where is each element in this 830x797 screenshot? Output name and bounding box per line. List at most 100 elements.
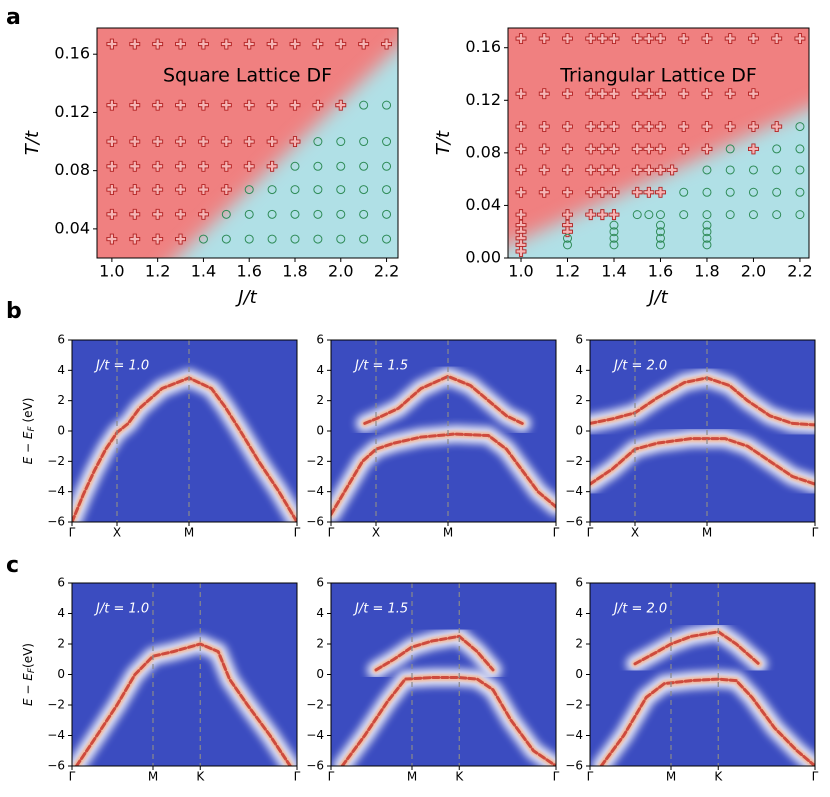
marker-circle [382, 161, 392, 171]
marker-cross [515, 88, 527, 100]
marker-cross [747, 143, 759, 155]
annotation: J/t = 2.0 [611, 359, 667, 374]
marker-circle [748, 187, 758, 197]
marker-circle [609, 220, 619, 230]
marker-cross [106, 233, 118, 245]
marker-cross [538, 33, 550, 44]
marker-cross [701, 33, 713, 44]
plot-area [72, 340, 297, 522]
marker-circle [702, 165, 712, 175]
marker-cross [585, 164, 597, 176]
marker-cross [562, 121, 573, 133]
marker-cross [655, 33, 666, 44]
marker-cross [515, 121, 527, 133]
annotation: J/t = 1.0 [93, 359, 149, 374]
x-tick-label: M [443, 526, 453, 540]
marker-cross [655, 88, 666, 100]
marker-cross [515, 245, 527, 257]
y-tick-label: −4 [565, 484, 583, 498]
marker-cross [197, 184, 209, 196]
marker-cross [289, 136, 301, 147]
plot-frame [96, 27, 399, 259]
marker-cross [608, 143, 620, 155]
marker-circle [702, 187, 712, 197]
marker-circle [336, 185, 346, 195]
marker-cross [596, 164, 608, 176]
marker-cross [608, 88, 620, 100]
y-axis-label-sub: F [27, 426, 37, 432]
marker-cross [747, 33, 759, 44]
marker-cross [197, 136, 209, 147]
y-tick-label: 0.04 [54, 218, 90, 237]
y-tick-label: −4 [565, 728, 583, 742]
marker-cross [152, 184, 164, 196]
y-tick-label: 4 [57, 606, 65, 620]
marker-cross [220, 99, 232, 111]
marker-cross [771, 121, 783, 133]
marker-circle [632, 210, 642, 220]
marker-cross [106, 99, 118, 111]
marker-cross [175, 233, 186, 245]
marker-cross [562, 186, 573, 198]
y-tick-label: 2 [57, 393, 65, 407]
x-tick-label: 2.0 [741, 262, 766, 281]
y-tick-label: 4 [316, 363, 324, 377]
x-tick-label: Γ [812, 526, 819, 540]
band-core [374, 634, 495, 672]
marker-cross [747, 88, 759, 100]
plot-area [72, 583, 297, 766]
x-tick-label: K [196, 770, 205, 784]
marker-cross [724, 88, 736, 100]
y-tick-label: 6 [575, 576, 583, 590]
x-tick-label: X [372, 526, 380, 540]
marker-cross [631, 33, 643, 44]
y-tick-label: −2 [306, 698, 324, 712]
marker-circle [702, 240, 712, 250]
y-tick-label: 0 [316, 667, 324, 681]
marker-cross [655, 143, 666, 155]
marker-cross [106, 160, 118, 172]
x-tick-label: M [407, 770, 417, 784]
marker-cross [129, 99, 141, 111]
y-axis-label: T/t [22, 130, 43, 155]
y-tick-label: 4 [57, 363, 65, 377]
marker-circle [725, 187, 735, 197]
marker-cross [152, 208, 164, 220]
marker-circle [382, 234, 392, 244]
marker-cross [175, 208, 186, 220]
x-tick-label: X [113, 526, 121, 540]
marker-cross [771, 33, 783, 44]
y-tick-label: 0.00 [465, 248, 501, 267]
marker-cross [678, 143, 690, 155]
marker-circle [563, 233, 573, 243]
marker-circle [382, 185, 392, 195]
y-tick-label: −4 [306, 484, 324, 498]
y-tick-label: −4 [47, 728, 65, 742]
y-tick-label: −2 [47, 454, 65, 468]
y-tick-label: −2 [565, 454, 583, 468]
marker-cross [175, 184, 186, 196]
marker-circle [382, 209, 392, 219]
marker-cross [197, 160, 209, 172]
marker-cross [608, 33, 620, 44]
marker-cross [129, 38, 141, 50]
marker-circle [748, 210, 758, 220]
marker-cross [312, 38, 324, 50]
marker-cross [631, 121, 643, 133]
chart-title: Square Lattice DF [163, 65, 332, 87]
marker-circle [702, 227, 712, 237]
y-tick-label: 0 [575, 667, 583, 681]
x-tick-label: 1.2 [145, 262, 170, 281]
y-tick-label: 2 [316, 637, 324, 651]
marker-circle [359, 161, 369, 171]
marker-cross [152, 38, 164, 50]
phase-region [175, 46, 398, 258]
marker-cross [724, 121, 736, 133]
plot-area [590, 583, 815, 766]
band-core [75, 642, 292, 766]
marker-circle [290, 185, 300, 195]
y-tick-label: −6 [565, 515, 583, 529]
marker-cross [220, 136, 232, 147]
y-tick-label: 6 [575, 333, 583, 347]
